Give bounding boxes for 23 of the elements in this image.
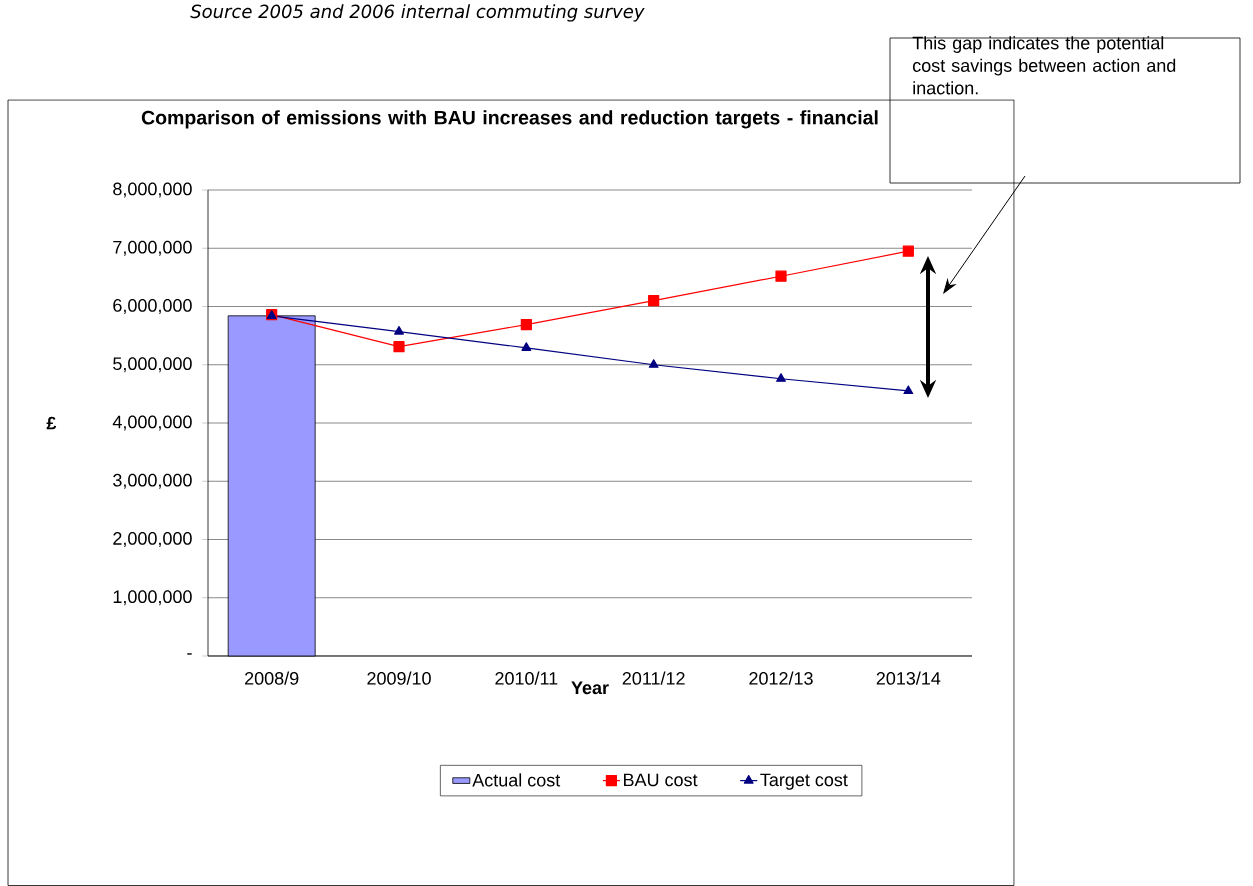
x-axis-title: Year — [571, 681, 609, 695]
x-tick-label: 2013/14 — [876, 671, 941, 685]
y-tick-label: 4,000,000 — [112, 415, 192, 431]
y-axis-title: £ — [46, 416, 57, 430]
y-tick-label: - — [187, 653, 192, 655]
x-tick-label: 2010/11 — [495, 671, 558, 685]
chart-title: Comparison of emissions with BAU increases and reduction targets - financial — [141, 110, 878, 129]
y-tick-label: 3,000,000 — [113, 473, 192, 489]
x-tick-label: 2008/9 — [245, 671, 299, 685]
y-tick-label: 2,000,000 — [113, 532, 192, 547]
y-tick-label: 8,000,000 — [113, 182, 192, 198]
x-tick-label: 2012/13 — [749, 671, 813, 685]
x-tick-label: 2011/12 — [622, 671, 685, 685]
y-tick-label: 1,000,000 — [113, 590, 192, 606]
text: This gap indicates the potential cost savings between action and inaction. — [912, 36, 1176, 95]
legend-label: BAU cost — [624, 773, 698, 787]
y-tick-label: 6,000,000 — [113, 299, 192, 314]
legend-label: Actual cost — [472, 773, 561, 787]
y-tick-label: 5,000,000 — [113, 357, 192, 373]
legend-label: Target cost — [760, 773, 848, 790]
y-tick-label: 7,000,000 — [113, 240, 192, 256]
x-tick-label: 2009/10 — [367, 671, 431, 685]
source-note: Source 2005 and 2006 internal commuting survey — [190, 4, 645, 22]
